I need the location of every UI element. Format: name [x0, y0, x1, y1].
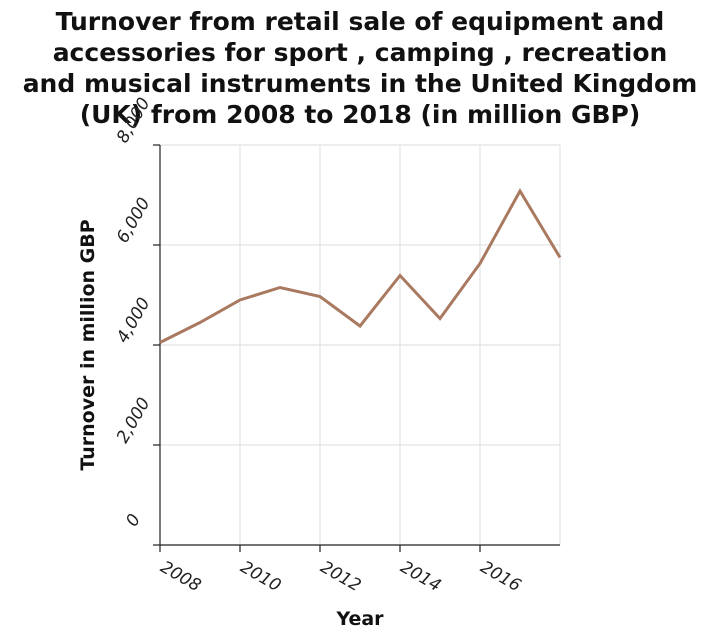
y-tick-label: 2,000: [113, 394, 155, 446]
x-ticks: 2008 2010 2012 2014 2016: [157, 545, 525, 596]
y-tick-label: 0: [122, 511, 145, 530]
x-tick-label: 2014: [397, 557, 444, 596]
y-tick-label: 6,000: [113, 194, 155, 246]
series-group: [159, 187, 562, 344]
y-tick-label: 4,000: [113, 294, 155, 346]
y-tick-label: 8,000: [113, 94, 155, 146]
x-axis-label: Year: [335, 608, 384, 630]
grid-lines: [160, 144, 561, 545]
series-line: [159, 187, 562, 344]
y-axis-label: Turnover in million GBP: [77, 219, 99, 470]
chart-title: Turnover from retail sale of equipment a…: [22, 7, 698, 129]
y-ticks: 0 2,000 4,000 6,000 8,000: [113, 94, 160, 546]
x-tick-label: 2012: [317, 557, 364, 596]
x-tick-label: 2016: [477, 557, 525, 596]
x-tick-label: 2010: [237, 557, 284, 596]
x-tick-label: 2008: [157, 557, 205, 596]
